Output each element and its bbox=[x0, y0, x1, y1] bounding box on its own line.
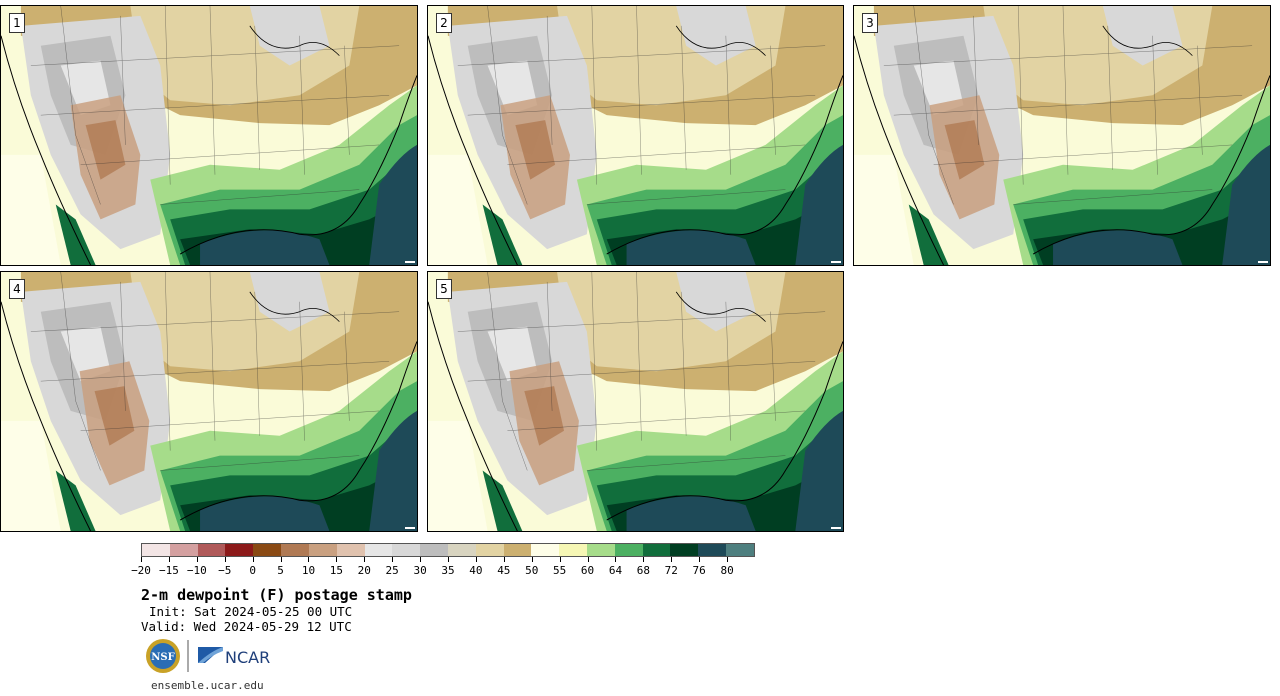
colorbar-tick-label: 20 bbox=[357, 564, 371, 577]
colorbar-tick bbox=[475, 557, 477, 562]
colorbar-swatch bbox=[169, 544, 198, 556]
colorbar-swatch bbox=[642, 544, 671, 556]
colorbar-tick bbox=[671, 557, 673, 562]
colorbar-tick-label: 25 bbox=[385, 564, 399, 577]
colorbar-tick bbox=[392, 557, 394, 562]
colorbar-tick-label: −10 bbox=[186, 564, 207, 577]
colorbar-swatch bbox=[531, 544, 560, 556]
init-time: Init: Sat 2024-05-25 00 UTC bbox=[149, 604, 353, 619]
colorbar-swatch bbox=[142, 544, 170, 556]
ncar-logo-text: NCAR bbox=[225, 648, 270, 667]
colorbar-tick-label: 68 bbox=[636, 564, 650, 577]
logos: NSF NCAR bbox=[146, 639, 270, 673]
colorbar-swatch bbox=[364, 544, 393, 556]
colorbar-swatch bbox=[308, 544, 337, 556]
chart-title: 2-m dewpoint (F) postage stamp bbox=[141, 586, 412, 604]
valid-time: Valid: Wed 2024-05-29 12 UTC bbox=[141, 619, 352, 634]
colorbar-tick bbox=[224, 557, 226, 562]
colorbar bbox=[141, 543, 755, 557]
colorbar-tick-label: 76 bbox=[692, 564, 706, 577]
colorbar-tick bbox=[699, 557, 701, 562]
colorbar-tick-label: 40 bbox=[469, 564, 483, 577]
colorbar-tick-label: 64 bbox=[608, 564, 623, 577]
colorbar-swatch bbox=[336, 544, 365, 556]
colorbar-tick-label: 55 bbox=[553, 564, 567, 577]
colorbar-tick bbox=[252, 557, 254, 562]
panel-corner-mark bbox=[405, 527, 415, 529]
colorbar-swatch bbox=[698, 544, 727, 556]
colorbar-swatch bbox=[253, 544, 282, 556]
colorbar-tick-label: 30 bbox=[413, 564, 427, 577]
panel-number: 4 bbox=[9, 279, 25, 299]
colorbar-swatch bbox=[587, 544, 615, 556]
map-panel: 4 bbox=[0, 271, 418, 532]
colorbar-swatch bbox=[281, 544, 309, 556]
colorbar-tick bbox=[141, 557, 142, 562]
panel-corner-mark bbox=[831, 527, 841, 529]
colorbar-tick-label: −20 bbox=[131, 564, 151, 577]
colorbar-tick bbox=[727, 557, 729, 562]
ncar-logo: NCAR bbox=[198, 647, 270, 667]
colorbar-tick-label: −5 bbox=[218, 564, 232, 577]
nsf-logo-text: NSF bbox=[151, 652, 174, 663]
colorbar-tick bbox=[336, 557, 338, 562]
panel-number: 1 bbox=[9, 13, 25, 33]
map-panel: 3 bbox=[853, 5, 1271, 266]
map-panel: 2 bbox=[427, 5, 844, 266]
colorbar-tick-label: 50 bbox=[525, 564, 539, 577]
colorbar-tick-label: 15 bbox=[329, 564, 343, 577]
colorbar-tick bbox=[168, 557, 170, 562]
colorbar-tick-label: 10 bbox=[301, 564, 316, 577]
colorbar-tick bbox=[559, 557, 561, 562]
colorbar-tick bbox=[308, 557, 310, 562]
panel-number: 2 bbox=[436, 13, 452, 33]
colorbar-swatch bbox=[559, 544, 587, 556]
colorbar-tick bbox=[196, 557, 198, 562]
colorbar-tick bbox=[531, 557, 533, 562]
map-panel: 1 bbox=[0, 5, 418, 266]
site-url: ensemble.ucar.edu bbox=[151, 679, 264, 692]
colorbar-tick bbox=[364, 557, 366, 562]
colorbar-tick bbox=[280, 557, 282, 562]
colorbar-tick bbox=[420, 557, 422, 562]
colorbar-swatch bbox=[447, 544, 476, 556]
colorbar-tick-label: 45 bbox=[497, 564, 511, 577]
colorbar-swatch bbox=[726, 544, 754, 556]
colorbar-tick-label: 0 bbox=[249, 564, 256, 577]
nsf-logo: NSF bbox=[146, 639, 180, 673]
colorbar-tick bbox=[587, 557, 589, 562]
colorbar-tick-label: 5 bbox=[277, 564, 284, 577]
colorbar-swatch bbox=[197, 544, 226, 556]
panel-corner-mark bbox=[1258, 261, 1268, 263]
colorbar-swatch bbox=[614, 544, 643, 556]
colorbar-tick bbox=[448, 557, 449, 562]
colorbar-swatch bbox=[392, 544, 421, 556]
colorbar-swatch bbox=[475, 544, 504, 556]
colorbar-tick-label: 72 bbox=[664, 564, 678, 577]
colorbar-tick bbox=[503, 557, 505, 562]
colorbar-tick-label: −15 bbox=[158, 564, 179, 577]
panel-number: 3 bbox=[862, 13, 878, 33]
colorbar-swatch bbox=[225, 544, 254, 556]
colorbar-swatch bbox=[503, 544, 532, 556]
panel-corner-mark bbox=[831, 261, 841, 263]
panel-number: 5 bbox=[436, 279, 452, 299]
panel-corner-mark bbox=[405, 261, 415, 263]
colorbar-tick-label: 60 bbox=[580, 564, 595, 577]
colorbar-ticks: −20 −15 −10 −5 0 5 10 15 20 25 30 35 40 45 50 55 60 64 68 7… bbox=[131, 557, 755, 581]
colorbar-tick bbox=[643, 557, 645, 562]
colorbar-swatch bbox=[670, 544, 699, 556]
colorbar-tick-label: 80 bbox=[720, 564, 734, 577]
map-panel: 5 bbox=[427, 271, 844, 532]
colorbar-swatch bbox=[420, 544, 448, 556]
colorbar-tick bbox=[615, 557, 617, 562]
colorbar-tick-label: 35 bbox=[441, 564, 455, 577]
